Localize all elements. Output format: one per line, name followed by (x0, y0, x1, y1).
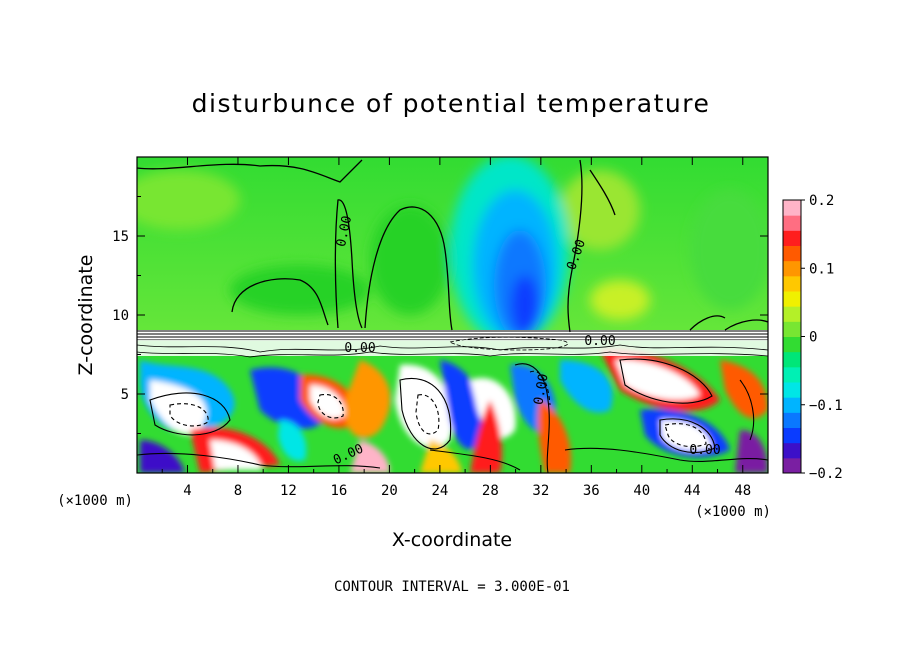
x-tick-label: 4 (183, 483, 191, 499)
x-unit-label-left: (×1000 m) (57, 493, 133, 509)
y-tick-label: 15 (112, 229, 129, 245)
colorbar-swatch (783, 397, 801, 413)
x-tick-label: 12 (280, 483, 297, 499)
colorbar-swatch (783, 215, 801, 231)
x-tick-label: 32 (532, 483, 549, 499)
colorbar-swatch (783, 382, 801, 398)
y-tick-label: 5 (121, 387, 129, 403)
colorbar-tick-label: 0.1 (809, 261, 834, 277)
colorbar-swatch (783, 442, 801, 459)
colorbar-tick-label: −0.1 (809, 398, 843, 414)
colorbar: 0.2 0.1 0 −0.1 −0.2 (782, 193, 843, 482)
colorbar-swatch (783, 366, 801, 383)
colorbar-swatch (783, 427, 801, 444)
colorbar-swatch (783, 245, 801, 262)
x-tick-label: 28 (482, 483, 499, 499)
contour-label-1: 0.00 (334, 214, 355, 248)
x-tick-label: 44 (684, 483, 701, 499)
colorbar-swatch (783, 412, 801, 428)
contour-label-7: 0.00 (584, 334, 615, 349)
x-unit-label-right: (×1000 m) (695, 504, 771, 520)
x-tick-label: 36 (583, 483, 600, 499)
colorbar-swatch (783, 230, 801, 246)
x-tick-label: 24 (431, 483, 448, 499)
x-tick-label: 8 (234, 483, 242, 499)
heatmap-field: 0.00 0.00 0.00 0.00 0.00 0.00 0.00 (137, 157, 768, 473)
colorbar-swatch (783, 336, 801, 353)
colorbar-tick-label: 0.2 (809, 193, 834, 209)
x-axis-label: X-coordinate (392, 529, 512, 551)
y-axis: 5 10 15 (112, 196, 768, 434)
colorbar-swatch (783, 457, 801, 474)
chart-title: disturbunce of potential temperature (192, 89, 711, 118)
y-axis-label: Z-coordinate (75, 255, 97, 376)
x-axis: 4 8 12 16 20 24 28 32 36 40 44 48 (161, 157, 751, 499)
x-tick-label: 20 (381, 483, 398, 499)
colorbar-swatch (783, 275, 801, 292)
colorbar-tick-label: 0 (809, 330, 817, 346)
colorbar-swatch (783, 321, 801, 337)
x-tick-label: 40 (633, 483, 650, 499)
contour-label-6: 0.00 (689, 443, 720, 458)
colorbar-tick-label: −0.2 (809, 466, 843, 482)
x-tick-label: 48 (734, 483, 751, 499)
colorbar-swatch (783, 306, 801, 322)
y-tick-label: 10 (112, 308, 129, 324)
colorbar-swatch (783, 351, 801, 368)
colorbar-swatch (783, 200, 801, 216)
contour-label-5: 0.00 (531, 373, 551, 406)
contour-label-3: 0.00 (344, 341, 375, 356)
colorbar-swatch (783, 291, 801, 307)
colorbar-swatch (783, 260, 801, 277)
x-tick-label: 16 (330, 483, 347, 499)
contour-interval-note: CONTOUR INTERVAL = 3.000E-01 (334, 579, 570, 595)
